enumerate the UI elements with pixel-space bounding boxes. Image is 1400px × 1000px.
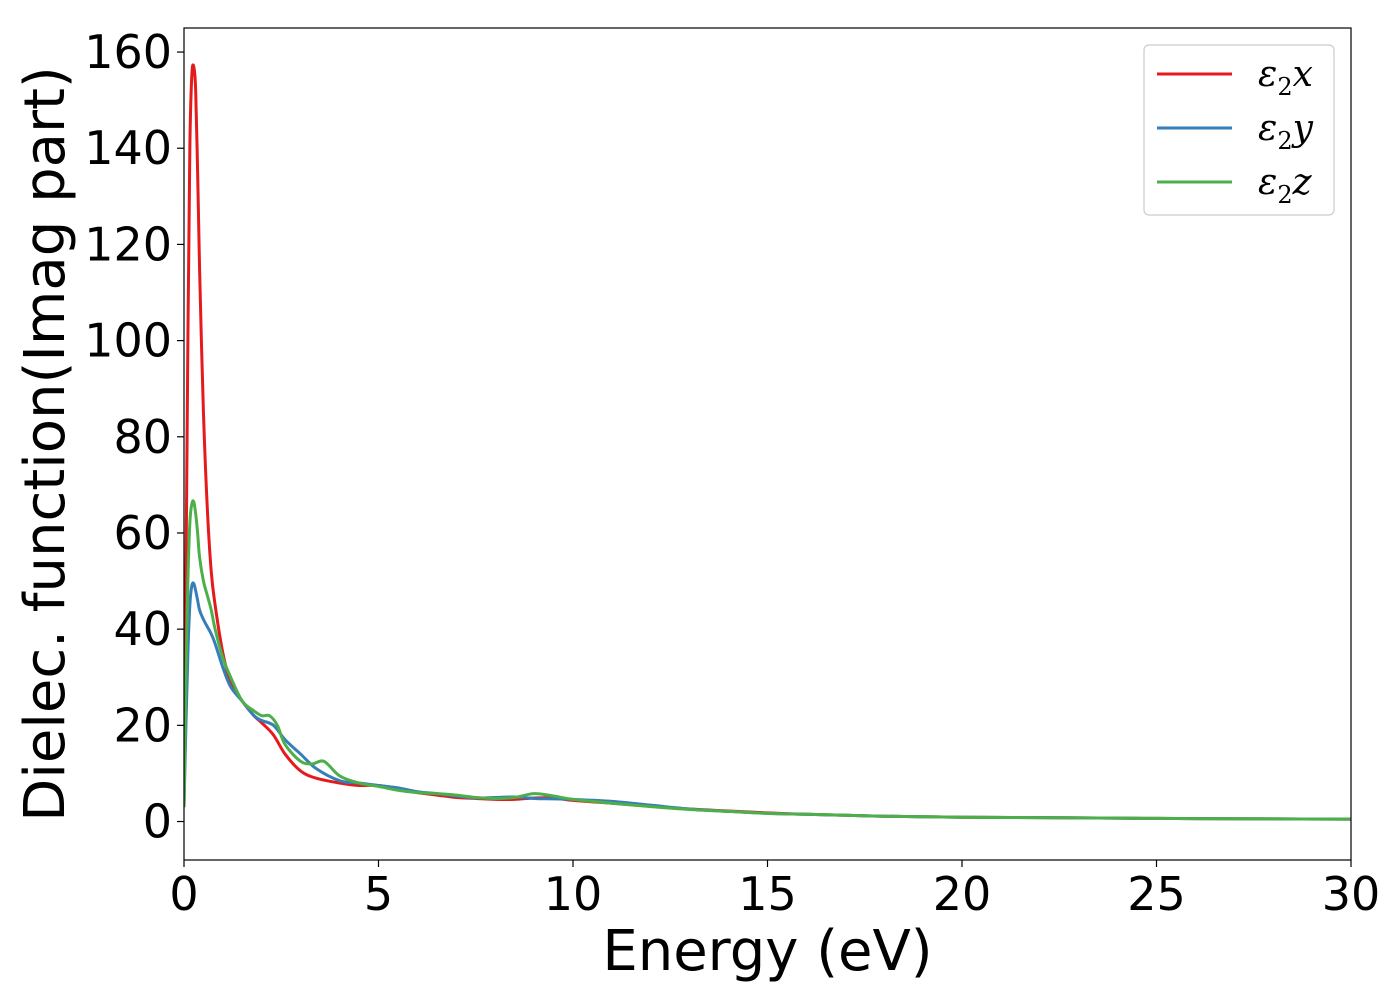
x-tick-label: 25 [1127,867,1186,921]
x-tick-label: 5 [364,867,393,921]
legend-box [1143,44,1335,216]
ticks-layer: 0 5 10 15 20 25 30 0 20 40 60 80 100 120 140 160 [84,25,1380,921]
y-tick-label: 160 [84,25,172,79]
legend-entry-x: ε2x [1258,54,1313,101]
y-tick-label: 120 [84,217,172,271]
y-axis-label: Dielec. function(Imag part) [13,66,78,822]
series-layer [184,63,1351,821]
series-line-z [184,499,1351,821]
legend-entry-z: ε2z [1258,162,1313,209]
x-tick-label: 30 [1322,867,1381,921]
y-tick-label: 140 [84,121,172,175]
legend-entry-y: ε2y [1258,108,1314,155]
x-axis-label: Energy (eV) [602,919,932,984]
y-tick-label: 20 [113,698,172,752]
x-tick-label: 20 [933,867,992,921]
y-tick-label: 100 [84,314,172,368]
y-tick-label: 0 [143,795,172,849]
y-tick-label: 60 [113,506,172,560]
y-tick-label: 40 [113,602,172,656]
x-tick-label: 10 [544,867,603,921]
x-tick-label: 15 [738,867,797,921]
x-tick-label: 0 [169,867,198,921]
legend: ε2x ε2y ε2z [1143,44,1335,216]
y-tick-label: 80 [113,410,172,464]
